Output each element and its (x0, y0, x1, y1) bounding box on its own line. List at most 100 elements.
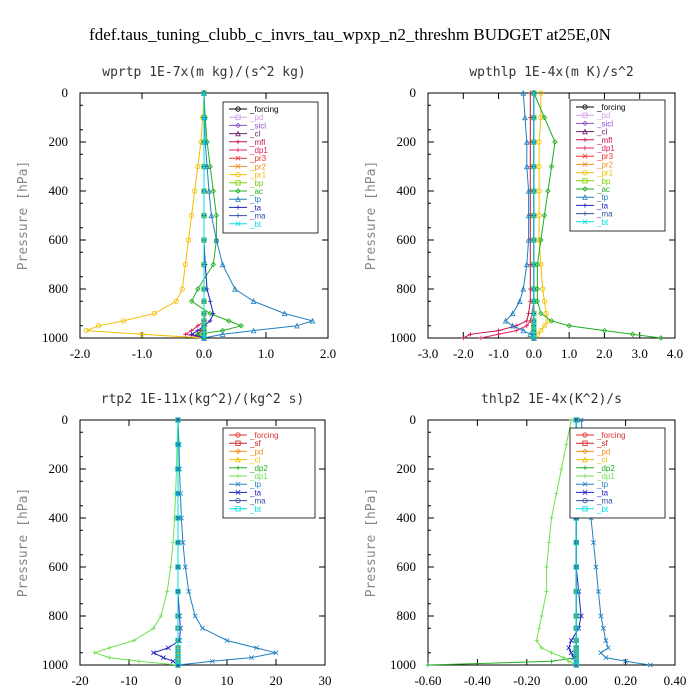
panel-1-series-point (509, 310, 516, 317)
panel-0-series-point (208, 299, 213, 304)
panel-3-legend-marker (582, 506, 588, 512)
panel-1-legend-label: _ac (596, 185, 610, 194)
panel-1-legend-marker (582, 161, 588, 167)
panel-1-legend-label: _forcing (596, 103, 625, 112)
panel-3-series-point (561, 655, 567, 660)
panel-0-series-point (226, 318, 232, 324)
panel-0-series-point (219, 261, 226, 268)
panel-1-series-point (601, 327, 608, 334)
panel-2-y-tick-label: 0 (62, 412, 69, 427)
panel-3-x-tick-label: 0.20 (614, 673, 637, 688)
panel-1-x-tick-label: 0.0 (526, 346, 542, 361)
panel-0-x-tick-label: -1.0 (132, 346, 153, 361)
panel-1-x-tick-label: -1.0 (488, 346, 509, 361)
panel-0-series-point (201, 164, 207, 169)
panel-1-series-point (531, 331, 537, 337)
panel-3-series-point (544, 589, 549, 594)
panel-2-series-point (136, 659, 141, 664)
panel-2-series-point (253, 645, 259, 651)
panel-2-y-tick-label: 600 (49, 559, 69, 574)
panel-3-series-point (573, 662, 579, 668)
panel-2-legend-box (222, 427, 316, 519)
panel-1-series-point (552, 139, 558, 145)
panel-0-legend-marker (235, 180, 241, 186)
panel-1-legend-label: _ta (596, 201, 609, 210)
panel-1-series-point (531, 164, 537, 169)
panel-2-series-point (186, 589, 192, 594)
panel-2-legend-label: _pd (249, 447, 263, 456)
panel-0-series-point (213, 212, 220, 219)
panel-0-y-axis-label: Pressure [hPa] (16, 161, 31, 271)
panel-1-series-point (531, 311, 537, 316)
panel-1-legend-label: _ma (596, 210, 613, 219)
panel-1-series-point (548, 318, 555, 324)
panel-0-legend-marker (235, 155, 241, 161)
panel-rtp2: rtp2 1E-11x(kg^2)/(kg^2 s) Pressure [hPa]… (16, 392, 332, 688)
panel-3-x-tick-label: 0.40 (664, 673, 687, 688)
panel-2-series-point (175, 417, 181, 423)
panel-0-series-point (309, 317, 316, 324)
panel-2-x-tick-label: -10 (120, 673, 137, 688)
panel-1-series-point (541, 323, 548, 329)
panel-3-series-point (603, 638, 609, 643)
panel-2-legend-label: _cl (249, 456, 260, 465)
panel-0-series-point (188, 298, 195, 305)
panel-0-series-point (201, 115, 207, 120)
panel-0-series-point (189, 212, 195, 219)
panel-2-legend-marker (235, 432, 241, 438)
panel-3-legend-label: _dp2 (596, 464, 615, 473)
panel-1-series-point (531, 237, 537, 243)
panel-1-y-tick-label: 600 (397, 232, 417, 247)
panel-3-series-point (568, 650, 574, 656)
panel-1-legend-label: _pr2 (596, 160, 614, 169)
panel-0-legend-label: _ac (249, 187, 263, 196)
panel-2-series-point (151, 626, 156, 631)
panel-3-series-point (568, 638, 574, 643)
panel-0-series-point (201, 262, 207, 267)
panel-2-series-line-tp (177, 419, 277, 666)
panel-3-legend-label: _ma (596, 497, 613, 506)
panel-3-legend-label: _bt (596, 505, 609, 514)
panel-2-series-point (175, 645, 181, 651)
panel-1-series-point (531, 318, 537, 324)
panel-2-series-point (180, 540, 186, 545)
panel-1-series-point (538, 90, 544, 96)
panel-1-y-tick-label: 0 (410, 85, 417, 100)
panel-0-series-point (210, 188, 217, 194)
panel-3-y-tick-label: 400 (397, 510, 417, 525)
panel-2-legend-marker (235, 448, 241, 455)
panel-0-legend-label: _sicl (249, 121, 266, 130)
panel-0-series-point (189, 332, 194, 337)
panel-0-series-point (211, 311, 216, 316)
panel-1-series-point (468, 332, 473, 337)
panel-1-series-point (531, 298, 537, 304)
panel-0-legend-label: _pr3 (249, 154, 267, 163)
panel-0-series-point (238, 322, 244, 329)
panel-1-series-point (534, 298, 541, 305)
panel-2-series-point (170, 540, 176, 545)
panel-0-series-point (201, 213, 207, 218)
panel-1-legend-label: _mfl (596, 136, 612, 145)
panel-0-legend-marker (235, 172, 241, 178)
panel-1-series-point (523, 163, 530, 170)
panel-3-series-point (573, 539, 579, 546)
panel-2-series-line-dp1 (93, 419, 179, 666)
panel-1-series-point (541, 114, 548, 121)
panel-2-legend-marker (235, 440, 241, 446)
panel-0-series-point (183, 332, 188, 337)
panel-3-series-point (573, 625, 579, 631)
panel-2-series-point (160, 655, 166, 661)
panel-1-y-tick-label: 200 (397, 134, 417, 149)
panel-1-series-point (540, 286, 546, 292)
panel-3-series-point (539, 645, 544, 651)
panel-0-x-tick-label: -2.0 (70, 346, 91, 361)
panel-1-series-point (534, 261, 541, 268)
panel-0-legend-marker (235, 114, 241, 120)
panel-2-legend-marker (235, 489, 241, 495)
panel-1-series-point (548, 163, 555, 170)
panel-0-y-tick-label: 400 (49, 183, 69, 198)
panel-3-legend-marker (582, 489, 588, 495)
panel-3-series-point (591, 540, 596, 545)
panel-2-x-tick-label: 10 (221, 673, 234, 688)
panel-2-y-axis-label: Pressure [hPa] (16, 488, 31, 598)
